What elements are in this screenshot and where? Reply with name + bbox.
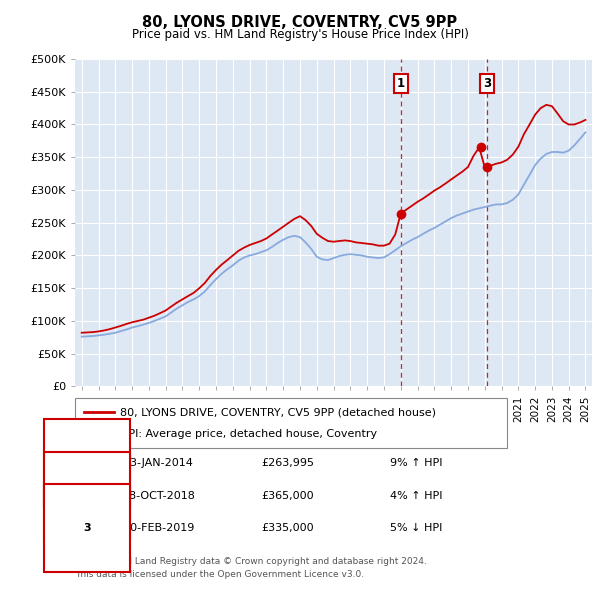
Text: 1: 1 — [83, 458, 91, 468]
Text: 3: 3 — [483, 77, 491, 90]
Text: 20-FEB-2019: 20-FEB-2019 — [123, 523, 194, 533]
Text: 18-OCT-2018: 18-OCT-2018 — [123, 491, 196, 500]
Text: £335,000: £335,000 — [261, 523, 314, 533]
Text: £263,995: £263,995 — [261, 458, 314, 468]
Text: 80, LYONS DRIVE, COVENTRY, CV5 9PP: 80, LYONS DRIVE, COVENTRY, CV5 9PP — [142, 15, 458, 30]
Text: £365,000: £365,000 — [261, 491, 314, 500]
Text: 80, LYONS DRIVE, COVENTRY, CV5 9PP (detached house): 80, LYONS DRIVE, COVENTRY, CV5 9PP (deta… — [120, 407, 436, 417]
Text: 2: 2 — [83, 491, 91, 500]
Text: This data is licensed under the Open Government Licence v3.0.: This data is licensed under the Open Gov… — [75, 571, 364, 579]
Text: HPI: Average price, detached house, Coventry: HPI: Average price, detached house, Cove… — [120, 430, 377, 440]
Text: 03-JAN-2014: 03-JAN-2014 — [123, 458, 193, 468]
Text: Contains HM Land Registry data © Crown copyright and database right 2024.: Contains HM Land Registry data © Crown c… — [75, 558, 427, 566]
Text: 3: 3 — [83, 523, 91, 533]
Text: 5% ↓ HPI: 5% ↓ HPI — [390, 523, 442, 533]
Text: 4% ↑ HPI: 4% ↑ HPI — [390, 491, 443, 500]
Text: 9% ↑ HPI: 9% ↑ HPI — [390, 458, 443, 468]
Text: 1: 1 — [397, 77, 405, 90]
Text: Price paid vs. HM Land Registry's House Price Index (HPI): Price paid vs. HM Land Registry's House … — [131, 28, 469, 41]
